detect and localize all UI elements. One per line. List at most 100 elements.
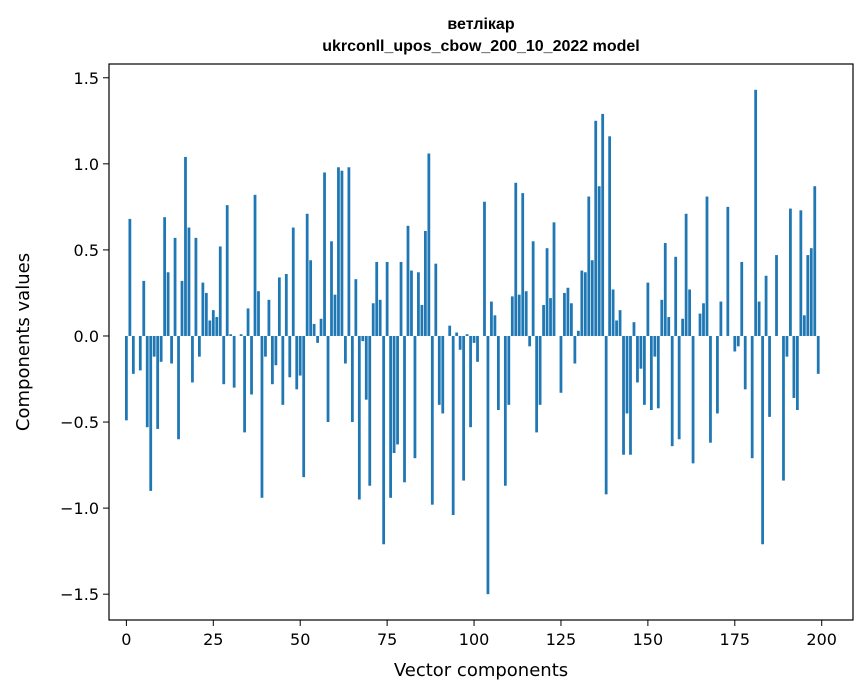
bar bbox=[305, 213, 309, 336]
bar bbox=[674, 256, 678, 336]
bar bbox=[451, 335, 455, 515]
bar bbox=[149, 335, 153, 491]
bar bbox=[215, 317, 219, 336]
bar bbox=[271, 335, 274, 385]
bar bbox=[608, 136, 612, 336]
bar bbox=[566, 287, 570, 336]
bar bbox=[260, 335, 264, 498]
bar bbox=[406, 225, 410, 336]
bar bbox=[789, 208, 792, 336]
x-tick-label: 125 bbox=[546, 630, 577, 649]
x-tick-label: 75 bbox=[377, 630, 397, 649]
bar bbox=[430, 335, 434, 505]
bar bbox=[316, 335, 319, 343]
y-axis-ticks: −1.5 −1.0 −0.5 0.0 0.5 1.0 1.5 bbox=[60, 69, 109, 604]
bar bbox=[629, 335, 632, 455]
bar bbox=[684, 213, 688, 336]
bar bbox=[757, 301, 761, 336]
bar bbox=[403, 335, 406, 483]
y-tick-label: −1.5 bbox=[60, 585, 99, 604]
bar bbox=[413, 335, 417, 459]
bar bbox=[434, 263, 438, 336]
bar bbox=[726, 206, 730, 336]
y-tick-label: −1.0 bbox=[60, 499, 99, 518]
bar bbox=[291, 227, 295, 336]
bar bbox=[601, 113, 605, 336]
bar bbox=[177, 335, 180, 440]
bar bbox=[222, 335, 226, 385]
bar bbox=[232, 335, 236, 388]
bar bbox=[330, 241, 333, 336]
bar bbox=[538, 335, 542, 405]
bar bbox=[225, 205, 229, 336]
bar bbox=[152, 335, 156, 357]
bar bbox=[187, 227, 191, 336]
bar bbox=[312, 323, 316, 336]
bar bbox=[524, 291, 528, 336]
bar bbox=[427, 153, 431, 336]
x-tick-label: 0 bbox=[121, 630, 131, 649]
bar bbox=[590, 260, 594, 336]
bar bbox=[702, 303, 705, 336]
bar bbox=[517, 294, 521, 336]
bar bbox=[587, 196, 591, 336]
bar bbox=[792, 335, 796, 398]
bar bbox=[705, 196, 709, 336]
bar bbox=[368, 335, 372, 486]
bar bbox=[552, 222, 556, 336]
bar bbox=[208, 320, 212, 336]
bar bbox=[782, 335, 785, 481]
bar bbox=[496, 335, 500, 410]
bar bbox=[211, 310, 215, 336]
bar bbox=[469, 335, 472, 428]
bar bbox=[545, 248, 549, 336]
bar bbox=[239, 334, 243, 336]
bar bbox=[246, 308, 250, 336]
y-tick-label: 0.0 bbox=[74, 327, 99, 346]
bar bbox=[382, 335, 386, 545]
bar bbox=[632, 322, 636, 336]
bar bbox=[528, 335, 532, 347]
bar bbox=[656, 335, 660, 409]
bar bbox=[625, 335, 629, 414]
bar bbox=[284, 274, 288, 336]
plot-frame bbox=[108, 63, 854, 621]
bar bbox=[775, 255, 778, 336]
bar bbox=[736, 335, 740, 347]
bar bbox=[677, 335, 681, 440]
bar bbox=[448, 325, 452, 336]
bar bbox=[128, 218, 132, 336]
y-tick-label: −0.5 bbox=[60, 413, 99, 432]
bar bbox=[597, 186, 601, 336]
bar bbox=[350, 335, 354, 423]
bar bbox=[493, 315, 497, 336]
chart-subtitle: ukrconll_upos_cbow_200_10_2022 model bbox=[322, 38, 639, 55]
bar bbox=[385, 261, 389, 336]
bar bbox=[288, 335, 292, 378]
bar bbox=[201, 282, 205, 336]
bar bbox=[166, 272, 170, 336]
bar bbox=[750, 335, 754, 459]
bar bbox=[542, 304, 545, 336]
bar bbox=[243, 335, 246, 433]
bar bbox=[344, 335, 347, 364]
bar bbox=[163, 217, 167, 336]
x-tick-label: 150 bbox=[633, 630, 664, 649]
bar bbox=[173, 237, 177, 336]
bar bbox=[267, 299, 271, 336]
bar bbox=[667, 317, 671, 336]
bar bbox=[740, 261, 744, 336]
bar bbox=[375, 261, 379, 336]
bar bbox=[399, 261, 403, 336]
bar bbox=[490, 301, 493, 336]
y-axis-label: Components values bbox=[13, 253, 34, 431]
bar bbox=[319, 318, 323, 336]
bar bbox=[611, 289, 615, 336]
bar bbox=[549, 298, 552, 336]
bar bbox=[417, 272, 420, 336]
bar bbox=[809, 248, 813, 336]
bar bbox=[437, 335, 441, 405]
bar bbox=[646, 282, 650, 336]
x-axis-label: Vector components bbox=[394, 660, 568, 681]
